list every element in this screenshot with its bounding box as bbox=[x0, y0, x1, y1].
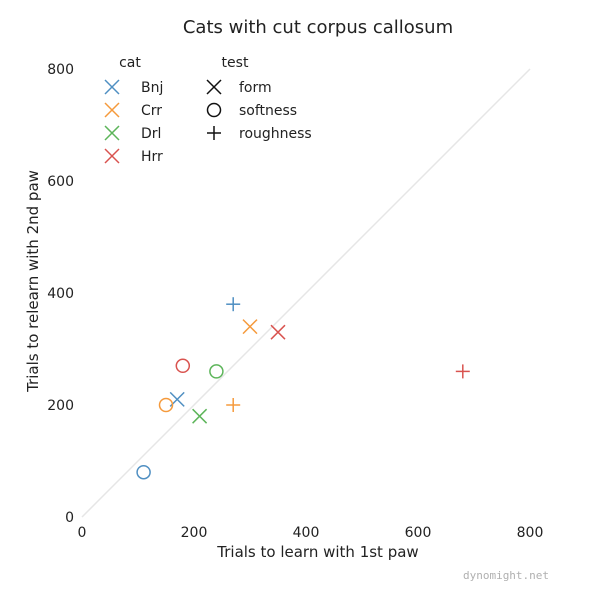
identity-diagonal-line bbox=[81, 68, 531, 518]
y-tick-label: 0 bbox=[65, 510, 74, 526]
data-point bbox=[270, 324, 286, 340]
legend-test-entries: form softness roughness bbox=[206, 79, 312, 142]
x-tick-label: 800 bbox=[517, 525, 544, 541]
x-tick-label: 600 bbox=[405, 525, 432, 541]
legend-cat-label: Drl bbox=[141, 126, 161, 142]
legend: cat test Bnj Crr Drl Hrr form softness roughn… bbox=[104, 55, 312, 165]
legend-cat-title: cat bbox=[119, 55, 141, 71]
y-tick-label: 800 bbox=[47, 62, 74, 78]
legend-test-marker bbox=[206, 102, 222, 118]
legend-test-marker bbox=[206, 79, 222, 95]
legend-test-label: roughness bbox=[239, 126, 312, 142]
legend-cat-marker bbox=[104, 148, 120, 164]
x-tick-label: 0 bbox=[78, 525, 87, 541]
data-points bbox=[136, 297, 470, 480]
y-tick-label: 600 bbox=[47, 174, 74, 190]
legend-test-marker bbox=[207, 126, 221, 140]
data-point bbox=[226, 297, 241, 312]
data-point bbox=[158, 397, 174, 413]
legend-cat-label: Crr bbox=[141, 103, 162, 119]
y-tick-label: 400 bbox=[47, 286, 74, 302]
data-point bbox=[175, 358, 191, 374]
y-tick-labels: 0 200 400 600 800 bbox=[47, 62, 74, 526]
data-point bbox=[136, 464, 151, 480]
data-point bbox=[209, 364, 224, 379]
legend-test-title: test bbox=[222, 55, 249, 71]
legend-test-label: form bbox=[239, 80, 272, 96]
legend-cat-marker bbox=[104, 125, 120, 141]
y-axis-label: Trials to relearn with 2nd paw bbox=[24, 170, 42, 393]
x-tick-label: 400 bbox=[293, 525, 320, 541]
data-point bbox=[226, 398, 241, 412]
chart-title: Cats with cut corpus callosum bbox=[183, 17, 453, 38]
watermark: dynomight.net bbox=[463, 569, 549, 582]
x-tick-label: 200 bbox=[181, 525, 208, 541]
data-point bbox=[242, 319, 258, 335]
legend-cat-entries: Bnj Crr Drl Hrr bbox=[104, 79, 163, 165]
data-point bbox=[192, 408, 208, 424]
y-tick-label: 200 bbox=[47, 398, 74, 414]
data-point bbox=[455, 364, 470, 379]
legend-cat-marker bbox=[104, 102, 120, 118]
legend-cat-marker bbox=[104, 79, 120, 95]
x-tick-labels: 0 200 400 600 800 bbox=[78, 525, 544, 541]
legend-test-label: softness bbox=[239, 103, 297, 119]
legend-cat-label: Bnj bbox=[141, 80, 163, 96]
x-axis-label: Trials to learn with 1st paw bbox=[216, 543, 418, 561]
legend-cat-label: Hrr bbox=[141, 149, 163, 165]
